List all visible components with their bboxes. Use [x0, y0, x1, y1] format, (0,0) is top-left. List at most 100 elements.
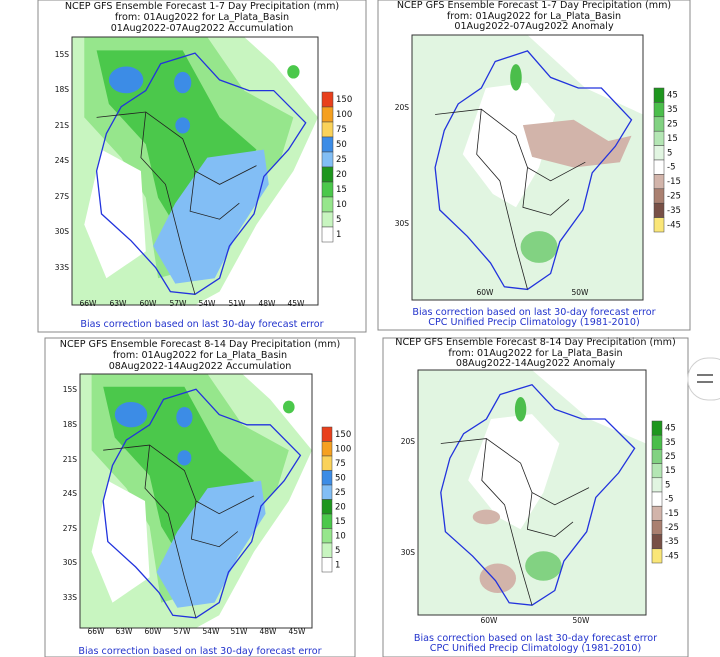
legend-label: -45 [667, 220, 681, 230]
legend-label: 5 [665, 480, 670, 490]
lon-label: 60W [477, 288, 495, 297]
legend-swatch [651, 449, 663, 464]
legend-label: -5 [667, 163, 675, 173]
map-panel: NCEP GFS Ensemble Forecast 1-7 Day Preci… [37, 0, 367, 333]
map-frame [71, 36, 319, 306]
legend-label: 15 [335, 517, 346, 527]
legend-label: 20 [336, 170, 347, 180]
legend-label: 15 [665, 466, 676, 476]
legend-label: 15 [667, 134, 678, 144]
panel-title: from: 01Aug2022 for La_Plata_Basin [113, 350, 287, 361]
legend-swatch [653, 130, 665, 146]
lat-label: 21S [55, 121, 70, 130]
legend-label: -35 [665, 537, 679, 547]
basin-outline [95, 52, 307, 295]
lat-label: 15S [63, 385, 78, 394]
legend-swatch [321, 211, 334, 228]
legend-swatch [651, 420, 663, 436]
panel-title: 08Aug2022-14Aug2022 Anomaly [456, 358, 616, 369]
map-panel: NCEP GFS Ensemble Forecast 1-7 Day Preci… [377, 0, 691, 331]
anomaly-dry [472, 509, 501, 525]
legend-swatch [321, 151, 334, 168]
rain-max [108, 66, 144, 94]
legend-swatch [321, 136, 334, 153]
legend-label: 25 [335, 488, 346, 498]
lon-label: 48W [259, 299, 277, 308]
lon-label: 57W [170, 299, 188, 308]
lon-label: 54W [199, 299, 217, 308]
legend-swatch [321, 528, 333, 544]
side-button-body[interactable] [687, 357, 720, 401]
panel-footer: Bias correction based on last 30-day for… [78, 646, 321, 657]
legend-swatch [653, 202, 665, 218]
border [435, 108, 586, 182]
legend-label: 100 [335, 444, 351, 454]
legend-swatch [321, 484, 333, 500]
panel-title: 01Aug2022-07Aug2022 Anomaly [454, 21, 614, 32]
legend-label: 25 [665, 452, 676, 462]
legend-label: 50 [336, 140, 347, 150]
legend-swatch [653, 102, 665, 118]
lat-label: 27S [55, 192, 70, 201]
lon-label: 66W [80, 299, 98, 308]
legend-label: 45 [667, 91, 678, 101]
legend-label: 35 [665, 438, 676, 448]
border [96, 111, 257, 185]
legend-swatch [321, 441, 333, 457]
legend-swatch [653, 174, 665, 190]
legend-swatch [321, 542, 333, 558]
legend-swatch [321, 426, 333, 442]
legend-label: 150 [335, 430, 351, 440]
legend-swatch [321, 513, 333, 529]
legend-label: 100 [336, 110, 352, 120]
legend-swatch [321, 91, 334, 108]
map-frame [417, 369, 647, 616]
legend-label: 75 [335, 459, 346, 469]
map-area [80, 374, 312, 628]
lat-label: 33S [63, 593, 78, 602]
border [440, 438, 590, 506]
lat-label: 27S [63, 524, 78, 533]
legend-swatch [651, 505, 663, 521]
rain-max [175, 117, 191, 134]
legend-label: 10 [335, 531, 346, 541]
lat-label: 33S [55, 263, 70, 272]
legend-label: 75 [336, 125, 347, 135]
panel-title: NCEP GFS Ensemble Forecast 8-14 Day Prec… [395, 337, 675, 348]
rain-dry [91, 480, 150, 603]
lat-label: 15S [55, 50, 70, 59]
legend-label: 35 [667, 105, 678, 115]
panel-footer: Bias correction based on last 30-day for… [80, 319, 323, 330]
basin-outline [102, 388, 302, 619]
rain-max [176, 407, 193, 428]
legend-swatch [321, 226, 334, 243]
panel-title: NCEP GFS Ensemble Forecast 1-7 Day Preci… [397, 0, 671, 11]
rain-max [177, 450, 192, 466]
legend-label: -35 [667, 206, 681, 216]
basin-outline [440, 383, 636, 606]
rain-max [114, 401, 148, 428]
legend-swatch [321, 557, 333, 573]
anomaly-max [514, 396, 527, 422]
anomaly-max [520, 231, 558, 263]
lat-label: 30S [63, 558, 78, 567]
legend-label: -45 [665, 551, 679, 561]
panel-title: NCEP GFS Ensemble Forecast 8-14 Day Prec… [60, 339, 340, 350]
legend-swatch [321, 499, 333, 515]
legend-swatch [651, 491, 663, 507]
rain-dry [84, 149, 146, 279]
lon-label: 63W [116, 627, 134, 636]
lon-label: 51W [229, 299, 247, 308]
panel-footer: Bias correction based on last 30-day for… [412, 307, 655, 318]
anomaly-max [510, 64, 522, 91]
legend-swatch [651, 463, 663, 479]
lon-label: 60W [145, 627, 163, 636]
lon-label: 54W [203, 627, 221, 636]
border [190, 500, 239, 548]
legend-swatch [653, 159, 665, 175]
lat-label: 21S [63, 455, 78, 464]
lon-label: 60W [140, 299, 158, 308]
panel-title: from: 01Aug2022 for La_Plata_Basin [448, 348, 622, 359]
side-button[interactable] [687, 357, 720, 401]
legend-label: 25 [336, 155, 347, 165]
